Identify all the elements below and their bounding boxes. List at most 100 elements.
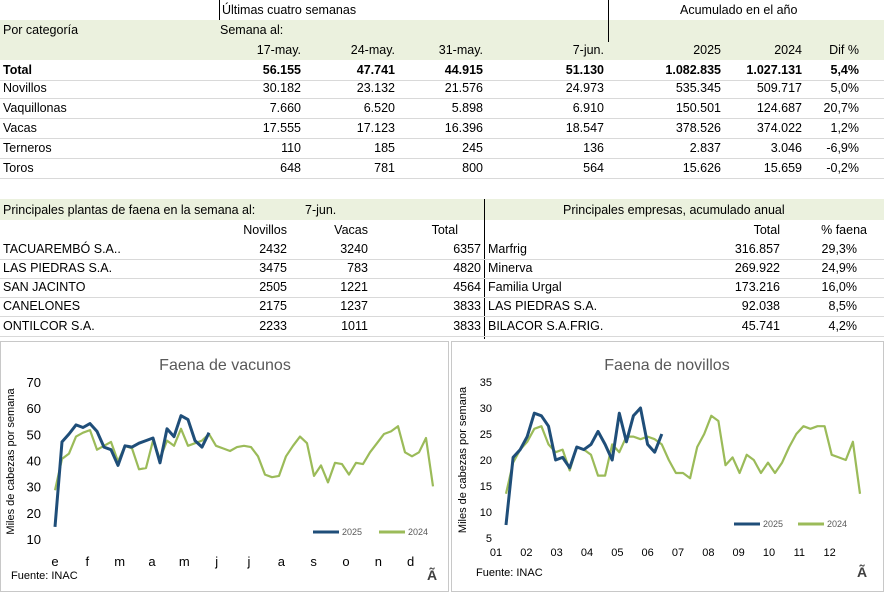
y-tick-label: 5 [486,533,492,545]
series-line-2025 [53,414,211,528]
col-header-y2: 2024 [774,43,802,57]
company-pct: 4,2% [828,319,858,333]
y-tick-label: 10 [27,532,41,547]
legend-label: 2025 [763,519,783,529]
chart-panel-vacunos: Faena de vacunos Miles de cabezas por sem… [0,341,449,592]
company-name: Marfrig [488,242,527,256]
x-tick-label: e [51,554,58,569]
category-w2-value: 47.741 [356,63,395,77]
x-tick-label: 05 [611,547,623,559]
category-y2-value: 374.022 [756,121,802,135]
y-tick-label: 40 [27,454,41,469]
x-tick-label: a [278,554,286,569]
x-tick-label: m [114,554,125,569]
category-w1-value: 56.155 [262,63,301,77]
plants-col-vacas: Vacas [334,223,368,237]
x-tick-label: 04 [581,547,593,559]
col-header-dif: Dif % [829,43,859,57]
category-w1-value: 110 [281,141,301,155]
category-dif-value: -6,9% [826,141,859,155]
x-tick-label: n [375,554,382,569]
company-total: 92.038 [741,299,780,313]
col-header-w4: 7-jun. [572,43,604,57]
x-tick-label: 10 [763,547,775,559]
category-w4-value: 6.910 [572,101,604,115]
plant-name: LAS PIEDRAS S.A. [3,261,113,275]
plants-date: 7-jun. [305,203,337,217]
x-tick-label: 12 [824,547,836,559]
category-w1-value: 17.555 [262,121,301,135]
y-tick-label: 35 [480,377,492,389]
category-w1-value: 7.660 [269,101,301,115]
category-w1-value: 30.182 [262,81,301,95]
y-tick-label: 50 [27,427,41,442]
category-w2-value: 23.132 [356,81,395,95]
category-w4-value: 18.547 [565,121,604,135]
chart-panel-novillos: Faena de novillos Miles de cabezas por se… [451,341,884,592]
col-header-w2: 24-may. [350,43,395,57]
y-tick-label: 30 [27,480,41,495]
plant-vacas: 1221 [340,280,368,294]
category-dif-value: 20,7% [823,101,859,115]
category-y1-value: 535.345 [675,81,721,95]
legend-label: 2024 [408,527,428,537]
chart-vacunos: Faena de vacunos Miles de cabezas por sem… [5,357,437,583]
category-name: Novillos [3,81,47,95]
category-w3-value: 21.576 [444,81,483,95]
plant-total: 4820 [453,261,481,275]
x-tick-label: m [179,554,190,569]
category-w4-value: 564 [583,161,604,175]
plant-total: 3833 [453,299,481,313]
company-total: 316.857 [734,242,780,256]
x-tick-label: 11 [794,547,805,559]
company-total: 45.741 [741,319,780,333]
col-header-w3: 31-may. [438,43,483,57]
col-header-w1: 17-may. [256,43,301,57]
week-label: Semana al: [220,23,284,37]
plant-novillos: 2175 [259,299,287,313]
plant-name: CANELONES [3,299,81,313]
category-w2-value: 6.520 [363,101,395,115]
weeks-header: Últimas cuatro semanas [222,3,357,17]
x-tick-label: f [86,554,90,569]
category-label: Por categoría [3,23,79,37]
series-line-2025 [504,406,664,526]
plant-name: TACUAREMBÓ S.A.. [3,242,121,256]
company-name: LAS PIEDRAS S.A. [488,299,598,313]
category-w4-value: 136 [583,141,604,155]
chart-novillos: Faena de novillos Miles de cabezas por se… [457,357,867,580]
category-y2-value: 509.717 [756,81,802,95]
x-tick-label: 06 [642,547,654,559]
category-dif-value: 1,2% [830,121,860,135]
category-w2-value: 185 [374,141,395,155]
category-w3-value: 245 [462,141,483,155]
category-w2-value: 781 [374,161,395,175]
category-name: Toros [3,161,34,175]
category-y1-value: 1.082.835 [665,63,721,77]
legend-label: 2024 [827,519,847,529]
plant-vacas: 1237 [340,299,368,313]
plant-vacas: 1011 [341,319,368,333]
y-axis-label: Miles de cabezas por semana [5,388,17,535]
category-w2-value: 17.123 [356,121,395,135]
x-tick-label: 03 [551,547,563,559]
plant-total: 4564 [453,280,481,294]
category-name: Vacas [3,121,37,135]
y-tick-label: 15 [480,481,492,493]
company-name: Minerva [488,261,533,275]
category-name: Total [3,63,32,77]
y-tick-label: 20 [480,455,492,467]
x-tick-label: j [247,554,251,569]
y-tick-label: 60 [27,401,41,416]
category-name: Terneros [3,141,52,155]
category-dif-value: 5,4% [830,63,860,77]
company-name: Familia Urgal [488,280,562,294]
year-header: Acumulado en el año [680,3,798,17]
plant-name: SAN JACINTO [3,280,86,294]
category-w3-value: 5.898 [451,101,483,115]
source-note: Fuente: INAC [11,570,78,582]
chart-title: Faena de vacunos [159,357,291,374]
category-y1-value: 378.526 [675,121,721,135]
x-tick-label: 08 [702,547,714,559]
category-y2-value: 124.687 [756,101,802,115]
